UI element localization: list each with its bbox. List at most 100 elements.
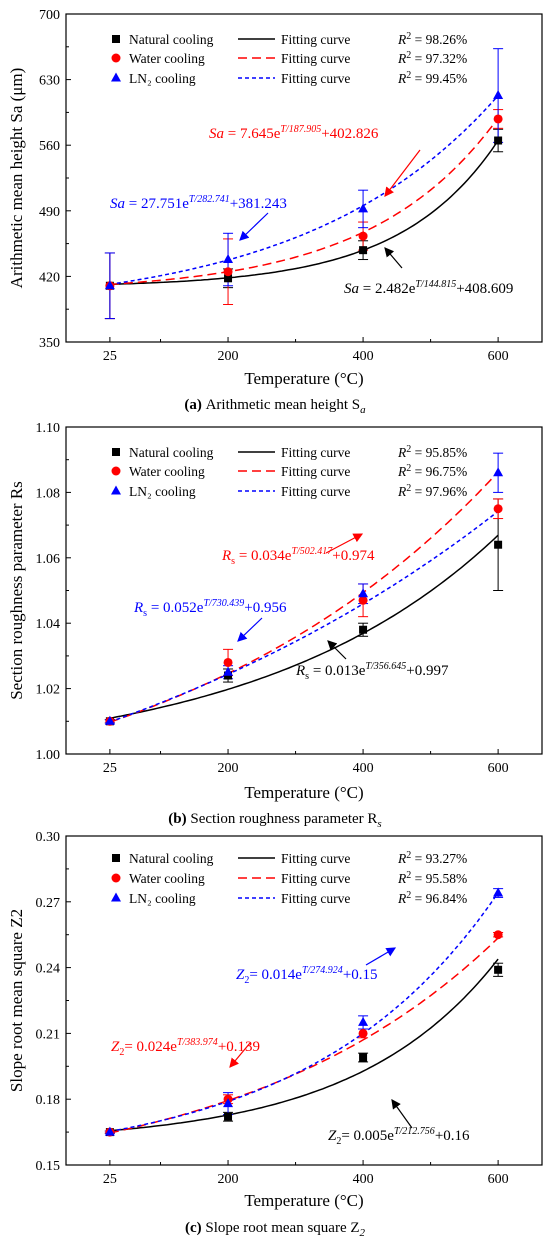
y-tick-label: 1.00: [36, 748, 61, 763]
legend-r2: R2 = 95.85%: [397, 444, 467, 460]
data-point-triangle: [104, 1126, 115, 1136]
legend-fit-label: Fitting curve: [281, 484, 350, 499]
fit-curve: [109, 892, 499, 1133]
legend-series-name: Water cooling: [129, 51, 205, 66]
data-point-triangle: [111, 485, 121, 495]
legend-series-name: Water cooling: [129, 871, 205, 886]
legend-fit-label: Fitting curve: [281, 851, 350, 866]
x-tick-label: 25: [103, 761, 117, 776]
data-point-circle: [111, 873, 121, 883]
chart-panel-b: 1.00 1.02 1.04 1.06 1.08 1.10 25 200 400 600 Tempe…: [7, 421, 543, 830]
annotation-arrow: [327, 640, 347, 660]
y-axis-label: Slope root mean square Z2: [7, 909, 26, 1092]
data-point-circle: [111, 466, 121, 476]
y-tick-label: 0.21: [36, 1027, 61, 1042]
x-tick-label: 200: [218, 761, 239, 776]
legend-series-name: LN₂ cooling: [129, 71, 196, 86]
figure-caption: (c) Slope root mean square Z2: [185, 1220, 366, 1239]
annotation-arrow: [229, 1042, 251, 1068]
data-point-square: [359, 1053, 368, 1062]
data-point-triangle: [104, 280, 115, 290]
legend-fit-label: Fitting curve: [281, 891, 350, 906]
data-point-circle: [493, 930, 503, 940]
legend-r2: R2 = 96.84%: [397, 890, 467, 906]
x-tick-label: 200: [218, 349, 239, 364]
annotation-arrow: [239, 212, 269, 241]
data-point-square: [359, 246, 368, 255]
x-tick-label: 600: [488, 1172, 509, 1187]
legend-r2: R2 = 95.58%: [397, 870, 467, 886]
data-point-circle: [223, 267, 233, 277]
y-tick-label: 0.24: [36, 962, 61, 977]
data-point-circle: [493, 114, 503, 124]
x-axis-label: Temperature (°C): [244, 369, 363, 388]
x-tick-label: 25: [103, 1172, 117, 1187]
data-point-square: [494, 136, 503, 145]
data-point-square: [112, 448, 120, 456]
x-tick-label: 400: [353, 1172, 374, 1187]
legend-series-name: Natural cooling: [129, 32, 214, 47]
y-tick-label: 1.04: [36, 617, 61, 632]
legend-series-name: Water cooling: [129, 464, 205, 479]
data-point-circle: [111, 53, 121, 63]
legend-r2: R2 = 98.26%: [397, 31, 467, 47]
x-tick-label: 600: [488, 349, 509, 364]
annotation-arrow: [391, 1099, 413, 1129]
y-tick-label: 490: [39, 205, 60, 220]
y-tick-label: 1.10: [36, 421, 61, 436]
data-point-triangle: [358, 203, 369, 213]
data-point-circle: [358, 1028, 368, 1038]
data-point-triangle: [223, 1098, 234, 1108]
fit-equation: Sa = 7.645eT/187.905+402.826: [209, 124, 379, 142]
x-axis-label: Temperature (°C): [244, 783, 363, 802]
data-point-circle: [358, 231, 368, 241]
data-point-triangle: [493, 467, 504, 477]
fit-curve: [109, 958, 499, 1132]
data-point-triangle: [223, 254, 234, 264]
fit-equation: Z2= 0.024eT/383.974+0.139: [111, 1037, 260, 1058]
fit-curve: [109, 937, 499, 1134]
legend-r2: R2 = 97.96%: [397, 483, 467, 499]
data-point-triangle: [358, 1016, 369, 1026]
data-point-triangle: [493, 90, 504, 100]
data-point-triangle: [104, 715, 115, 725]
y-tick-label: 700: [39, 8, 60, 23]
y-tick-label: 0.30: [36, 830, 61, 845]
fit-curve: [109, 534, 499, 719]
data-point-square: [494, 540, 503, 549]
legend-series-name: LN₂ cooling: [129, 891, 196, 906]
data-point-triangle: [493, 887, 504, 897]
legend-series-name: LN₂ cooling: [129, 484, 196, 499]
data-point-square: [224, 274, 233, 283]
legend-series-name: Natural cooling: [129, 445, 214, 460]
y-tick-label: 0.27: [36, 896, 61, 911]
legend-fit-label: Fitting curve: [281, 445, 350, 460]
data-point-square: [112, 854, 120, 862]
y-axis-label: Arithmetic mean height Sa (μm): [7, 68, 26, 289]
legend-r2: R2 = 97.32%: [397, 50, 467, 66]
legend-r2: R2 = 93.27%: [397, 850, 467, 866]
data-point-square: [224, 1112, 233, 1121]
y-tick-label: 0.15: [36, 1159, 61, 1174]
y-tick-label: 350: [39, 336, 60, 351]
figure-caption: (a) Arithmetic mean height Sa: [184, 397, 366, 416]
data-point-circle: [223, 657, 233, 667]
legend-fit-label: Fitting curve: [281, 871, 350, 886]
data-point-circle: [358, 595, 368, 605]
fit-curve: [109, 140, 499, 286]
x-tick-label: 200: [218, 1172, 239, 1187]
fit-equation: Rs = 0.052eT/730.439+0.956: [133, 598, 287, 619]
data-point-triangle: [111, 892, 121, 902]
y-tick-label: 630: [39, 74, 60, 89]
x-axis-label: Temperature (°C): [244, 1191, 363, 1210]
fit-equation: Rs = 0.013eT/356.645+0.997: [295, 661, 449, 682]
x-tick-label: 25: [103, 349, 117, 364]
annotation-arrow: [384, 247, 403, 269]
y-tick-label: 0.18: [36, 1093, 61, 1108]
y-tick-label: 1.02: [36, 683, 61, 698]
annotation-arrow: [325, 533, 364, 554]
y-tick-label: 1.06: [36, 552, 61, 567]
data-point-square: [494, 965, 503, 974]
y-tick-label: 420: [39, 270, 60, 285]
